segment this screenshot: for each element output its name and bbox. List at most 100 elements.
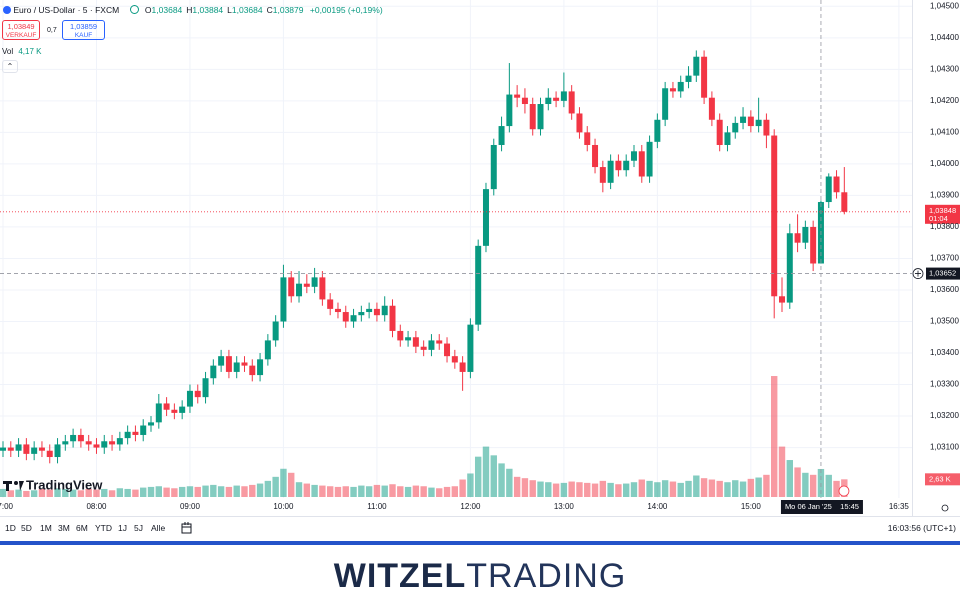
candle-body <box>592 144 599 168</box>
candle-body <box>545 97 552 105</box>
candle-body <box>498 126 505 145</box>
clock: 16:03:56 (UTC+1) <box>887 523 956 533</box>
volume-bar <box>23 490 30 497</box>
volume-bar <box>654 482 661 497</box>
x-tick-label: 07:00 <box>0 502 14 511</box>
candle-body <box>560 91 567 101</box>
candle-body <box>38 447 45 451</box>
ohlc-key: O <box>144 5 152 15</box>
volume-bar <box>786 460 793 497</box>
range-button[interactable]: 6M <box>76 523 88 533</box>
range-button[interactable]: 1D <box>5 523 16 533</box>
volume-bar <box>638 479 645 497</box>
range-button[interactable]: Alle <box>151 523 166 533</box>
ohlc-key: H <box>186 5 193 15</box>
candle-body <box>257 359 264 376</box>
candle-body <box>288 277 295 297</box>
candle-body <box>825 176 832 203</box>
candle-body <box>786 233 793 303</box>
tradingview-logo: TradingView <box>3 477 103 492</box>
sell-button[interactable]: 1,03849 VERKAUF <box>2 20 40 40</box>
candle-body <box>669 88 676 92</box>
volume-bar <box>443 486 451 497</box>
candle-body <box>296 283 303 297</box>
volume-bar <box>669 481 677 497</box>
y-tick-label: 1,04300 <box>930 64 959 73</box>
candle-body <box>576 113 583 133</box>
range-button[interactable]: YTD <box>95 523 112 533</box>
candle-body <box>841 192 848 212</box>
y-tick-label: 1,03400 <box>930 348 959 357</box>
volume-bar <box>677 482 684 497</box>
y-tick-label: 1,04400 <box>930 33 959 42</box>
candle-body <box>568 91 575 114</box>
ohlc-value: 1,03884 <box>192 5 224 15</box>
candle-body <box>15 444 22 451</box>
last-price-tag <box>925 204 960 224</box>
buy-price: 1,03859 <box>69 22 98 31</box>
volume-bar <box>217 486 225 497</box>
range-button[interactable]: 1M <box>40 523 52 533</box>
candle-body <box>373 308 380 316</box>
buy-button[interactable]: 1,03859 KAUF <box>62 20 105 40</box>
candle-body <box>163 403 170 410</box>
ohlc-item: O1,03684 <box>145 5 186 15</box>
candle-body <box>810 226 817 264</box>
candle-body <box>482 189 489 246</box>
ohlc-value: 1,03879 <box>272 5 304 15</box>
volume-bar <box>467 473 474 497</box>
volume-bar <box>233 485 240 497</box>
range-button[interactable]: 5D <box>21 523 32 533</box>
ohlc-item: H1,03884 <box>186 5 227 15</box>
volume-bar <box>132 489 139 497</box>
volume-bar <box>124 488 131 497</box>
candle-body <box>794 233 801 243</box>
volume-bar <box>529 480 536 497</box>
volume-bar <box>171 488 178 497</box>
candle-body <box>428 340 435 350</box>
range-button[interactable]: 5J <box>134 523 143 533</box>
change: +0,00195 (+0,19%) <box>309 5 383 15</box>
ohlc-key: C <box>266 5 273 15</box>
date-range-icon[interactable] <box>180 521 194 535</box>
settings-icon[interactable] <box>941 504 949 512</box>
candle-body <box>62 441 69 445</box>
volume-bar <box>545 482 552 497</box>
volume-bar <box>225 486 233 497</box>
y-tick-label: 1,04000 <box>930 159 959 168</box>
candle-body <box>101 441 108 448</box>
volume-bar <box>708 479 716 497</box>
volume-bar <box>15 489 22 497</box>
crosshair-date-label: Mo 06 Jan '25 <box>785 502 832 511</box>
candle-body <box>319 277 326 300</box>
candle-body <box>537 104 544 130</box>
candle-body <box>334 308 341 313</box>
brand-bold: WITZEL <box>333 557 467 595</box>
volume-bar <box>186 486 194 497</box>
volume-bar <box>513 476 521 497</box>
volume-bar <box>584 482 591 497</box>
volume-bar <box>397 486 404 497</box>
candle-body <box>0 447 6 451</box>
brand-bar <box>0 541 960 545</box>
volume-bar <box>77 490 85 497</box>
y-tick-label: 1,03900 <box>930 191 959 200</box>
brand-light: TRADING <box>466 557 627 595</box>
range-button[interactable]: 1J <box>118 523 127 533</box>
volume-bar <box>140 487 147 497</box>
candle-body <box>436 340 443 344</box>
candle-body <box>194 390 201 398</box>
volume-tag-label: 2,63 K <box>929 474 951 483</box>
candle-body <box>366 308 373 313</box>
candle-body <box>358 312 365 316</box>
candle-body <box>46 450 53 458</box>
collapse-button[interactable]: ⌃ <box>2 60 18 73</box>
volume-bar <box>62 488 69 497</box>
volume-bar <box>358 485 365 497</box>
volume-bar <box>474 456 482 497</box>
volume-bar <box>459 479 466 497</box>
candle-body <box>779 296 785 303</box>
range-button[interactable]: 3M <box>58 523 70 533</box>
